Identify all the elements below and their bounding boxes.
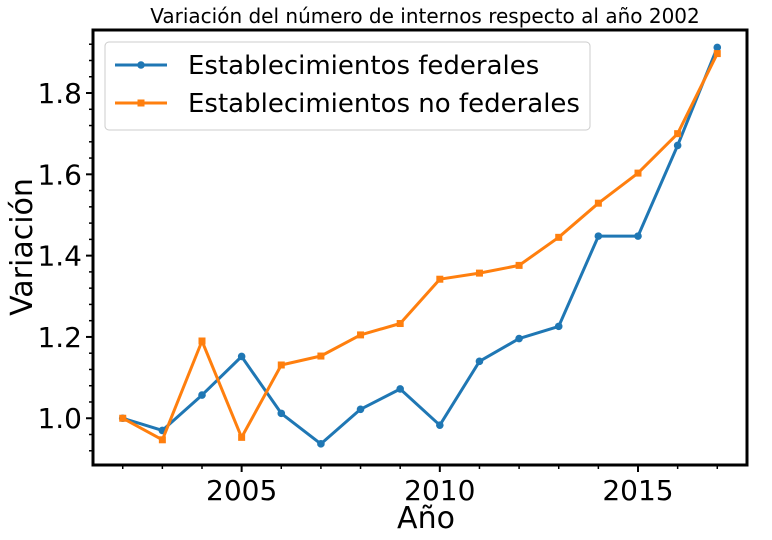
series-2-point xyxy=(555,233,563,241)
chart-title: Variación del número de internos respect… xyxy=(150,4,700,28)
series-1-point xyxy=(436,421,444,429)
major-ticks: 2005 2010 2015 1.0 1.2 1.4 1.6 1.8 xyxy=(37,77,673,507)
x-axis-title: Año xyxy=(397,501,455,536)
series-line-1 xyxy=(121,46,719,446)
series-1-point xyxy=(396,385,404,393)
series-layer xyxy=(118,43,722,448)
series-1-point xyxy=(515,334,523,343)
series-2-point xyxy=(436,275,444,283)
series-1-point xyxy=(198,391,206,399)
series-1-point xyxy=(713,43,722,52)
legend-swatch-marker-2 xyxy=(137,99,145,107)
series-1-point xyxy=(317,440,325,448)
y-tick-label: 1.8 xyxy=(37,77,82,110)
y-tick-label: 1.0 xyxy=(37,402,82,435)
series-1-point xyxy=(356,405,365,414)
legend-box xyxy=(104,41,591,131)
series-1-point xyxy=(594,232,603,240)
series-2-point xyxy=(317,352,325,360)
series-1-point xyxy=(475,357,484,366)
legend-label-1: Establecimientos federales xyxy=(188,51,539,81)
plot-frame xyxy=(91,28,749,467)
series-2-point xyxy=(515,261,523,269)
y-tick-label: 1.6 xyxy=(37,158,82,191)
x-tick-label: 2015 xyxy=(602,474,673,507)
series-2-point xyxy=(238,433,246,441)
series-1-point xyxy=(634,232,642,240)
legend-label-2: Establecimientos no federales xyxy=(188,89,580,119)
series-2-point xyxy=(475,269,483,277)
series-1-point xyxy=(673,141,682,150)
series-1-point xyxy=(277,409,286,418)
series-2-point xyxy=(594,199,602,207)
series-1-point xyxy=(554,322,563,331)
series-2-point xyxy=(357,331,365,339)
series-2-point xyxy=(396,320,404,328)
series-2-point xyxy=(713,50,721,58)
legend: Establecimientos federales Establecimient… xyxy=(104,41,591,131)
series-2-point xyxy=(674,130,682,138)
series-line-2 xyxy=(121,52,719,442)
y-axis-title: Variación xyxy=(5,178,40,316)
series-2-point xyxy=(158,436,166,444)
y-tick-label: 1.2 xyxy=(37,321,82,354)
x-tick-label: 2005 xyxy=(206,474,277,507)
legend-swatch-marker-1 xyxy=(137,61,145,69)
x-tick-label: 2010 xyxy=(404,474,475,507)
series-2-point xyxy=(277,361,285,369)
y-tick-label: 1.4 xyxy=(37,240,82,273)
series-2-point xyxy=(119,414,127,422)
series-2-point xyxy=(634,169,642,177)
series-1-point xyxy=(237,352,246,361)
series-2-point xyxy=(198,337,206,345)
